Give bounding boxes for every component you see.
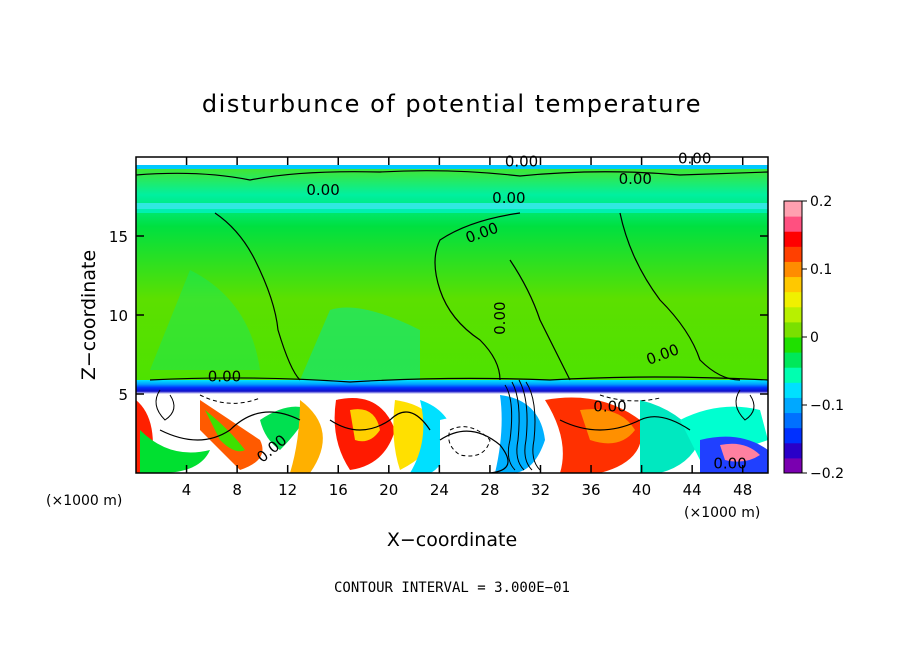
x-tick-label: 24 — [430, 481, 449, 499]
contour-labels: 0.000.00 0.000.000.000.000.000.000.000.00… — [208, 149, 747, 472]
x-tick-label: 12 — [278, 481, 297, 499]
colorbar-swatch — [784, 397, 802, 414]
x-tick-label: 48 — [733, 481, 752, 499]
colorbar-tick-label: 0 — [810, 330, 819, 346]
x-axis-label: X−coordinate — [387, 529, 517, 551]
contour-label: 0.00 — [619, 170, 652, 188]
colorbar-swatch — [784, 306, 802, 323]
x-unit-right: (×1000 m) — [684, 505, 760, 521]
contour-label: 0.00 — [593, 397, 626, 415]
x-tick-label: 40 — [632, 481, 651, 499]
colorbar-swatch — [784, 216, 802, 232]
colorbar-tick-label: 0.1 — [810, 262, 832, 278]
colorbar-swatch — [784, 427, 802, 444]
contour-label: 0.00 — [208, 367, 241, 385]
colorbar-swatch — [784, 201, 802, 217]
x-tick-label: 44 — [683, 481, 702, 499]
colorbar-swatch — [784, 291, 802, 308]
y-axis: 5 10 15 — [109, 228, 768, 404]
colorbar-tick-label: 0.2 — [810, 194, 832, 210]
colorbar-swatch — [784, 442, 802, 459]
colorbar-swatch — [784, 321, 802, 338]
y-tick-label: 10 — [109, 307, 128, 325]
x-unit-left: (×1000 m) — [46, 493, 122, 509]
colorbar-swatch — [784, 412, 802, 429]
x-tick-label: 8 — [232, 481, 242, 499]
y-tick-label: 5 — [118, 386, 128, 404]
heatmap-field — [136, 157, 768, 473]
colorbar-swatch — [784, 231, 802, 247]
contour-label: 0.00 — [492, 189, 525, 207]
x-tick-label: 32 — [531, 481, 550, 499]
contour-interval-note: CONTOUR INTERVAL = 3.000E−01 — [334, 580, 570, 596]
chart-title: disturbunce of potential temperature — [202, 90, 702, 118]
x-tick-label: 28 — [480, 481, 499, 499]
contour-label: 0.00 — [678, 149, 711, 167]
colorbar-swatch — [784, 261, 802, 278]
x-tick-label: 16 — [329, 481, 348, 499]
colorbar-swatch — [784, 457, 802, 474]
colorbar-swatch — [784, 352, 802, 368]
x-axis: 4 8 12 16 20 24 28 32 36 40 44 48 — [182, 157, 752, 499]
colorbar-swatch — [784, 382, 802, 398]
x-tick-label: 4 — [182, 481, 192, 499]
y-tick-label: 15 — [109, 228, 128, 246]
contour-label: 0.00 — [505, 152, 538, 170]
colorbar-swatch — [784, 276, 802, 293]
contour-label: 0.00 — [713, 454, 746, 472]
x-tick-label: 20 — [379, 481, 398, 499]
colorbar — [783, 200, 803, 474]
colorbar-tick-label: −0.2 — [810, 466, 844, 482]
colorbar-ticks: 0.2 0.1 0 −0.1 −0.2 — [802, 194, 844, 482]
colorbar-swatch — [784, 246, 802, 262]
y-axis-label: Z−coordinate — [78, 250, 100, 380]
contour-label: 0.00 — [306, 181, 339, 199]
colorbar-swatch — [784, 367, 802, 383]
contour-label: 0.00 — [491, 301, 509, 334]
colorbar-tick-label: −0.1 — [810, 398, 844, 414]
colorbar-swatch — [784, 337, 802, 353]
x-tick-label: 36 — [581, 481, 600, 499]
